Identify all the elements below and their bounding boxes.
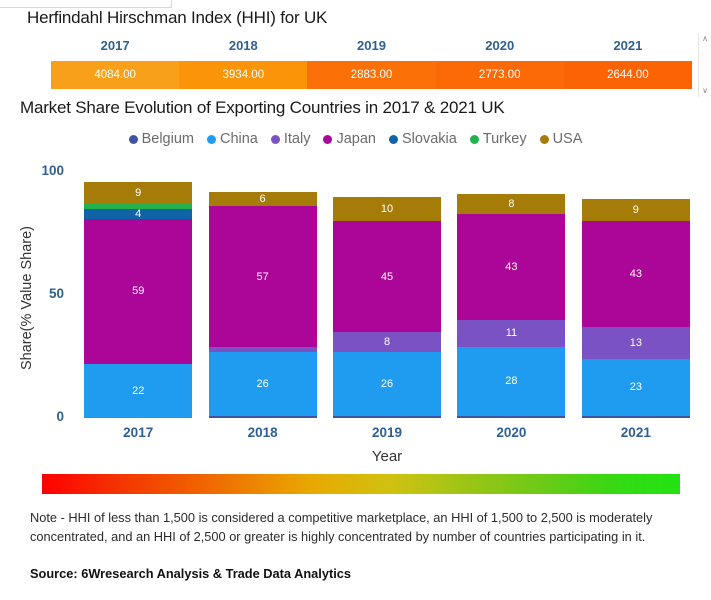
hhi-value-cell: 2773.00: [435, 61, 564, 89]
bar-segment[interactable]: 4: [84, 208, 193, 219]
x-axis-tick-label: 2017: [123, 425, 154, 440]
source-text: Source: 6Wresearch Analysis & Trade Data…: [30, 566, 352, 581]
hhi-value-cell: 3934.00: [179, 61, 308, 89]
bar-segment[interactable]: 10: [333, 196, 442, 222]
legend-item[interactable]: Italy: [270, 131, 311, 147]
hhi-value-cell: 4084.00: [51, 61, 180, 89]
bar-stack: 26 8 45 10: [333, 172, 442, 418]
bar-segment[interactable]: 9: [84, 181, 193, 205]
legend-label: Japan: [336, 131, 376, 147]
legend-marker-icon: [539, 134, 549, 144]
bar-segment[interactable]: 13: [581, 327, 690, 359]
x-axis-tick-label: 2019: [371, 425, 403, 440]
bar-segment[interactable]: [457, 415, 566, 418]
concentration-gradient-strip: [42, 474, 680, 494]
bar-segment[interactable]: 43: [581, 221, 690, 327]
bar-column[interactable]: 26 57 6 2018: [200, 172, 324, 440]
legend-marker-icon: [270, 134, 280, 144]
x-axis-tick-label: 2021: [620, 425, 651, 440]
legend-marker-icon: [128, 134, 138, 144]
bar-segment[interactable]: 23: [581, 358, 690, 416]
legend-marker-icon: [469, 134, 479, 144]
bar-segment[interactable]: 8: [333, 331, 442, 352]
x-axis-title: Year: [371, 448, 403, 465]
legend-item[interactable]: Slovakia: [388, 131, 457, 147]
y-axis-ticks: 100 50 0: [20, 160, 64, 460]
bar-segment[interactable]: 26: [333, 351, 442, 416]
bar-segment[interactable]: 9: [581, 199, 690, 222]
bar-stack: 22 59 4 9: [84, 172, 193, 418]
legend-item[interactable]: Belgium: [128, 131, 194, 147]
hhi-year-label: 2019: [357, 38, 386, 53]
legend-item[interactable]: Japan: [323, 131, 376, 147]
hhi-title: Herfindahl Hirschman Index (HHI) for UK: [27, 8, 328, 27]
legend-label: Slovakia: [401, 131, 457, 147]
hhi-value-bar: 4084.00 3934.00 2883.00 2773.00 2644.00: [51, 61, 692, 89]
legend-label: Turkey: [482, 131, 527, 147]
legend-item[interactable]: China: [206, 131, 258, 147]
hhi-year-label: 2020: [485, 38, 515, 53]
hhi-value-cell: 2883.00: [307, 61, 436, 89]
y-axis-tick-label: 0: [56, 409, 64, 424]
legend-item[interactable]: Turkey: [469, 131, 527, 147]
bar-column[interactable]: 23 13 43 9 2021: [574, 172, 698, 440]
bar-stack: 28 11 43 8: [457, 172, 566, 418]
legend-label: USA: [552, 131, 583, 147]
scroll-down-icon[interactable]: ∨: [702, 86, 708, 95]
scroll-up-icon[interactable]: ∧: [702, 34, 708, 43]
bar-segment[interactable]: [208, 346, 317, 352]
bar-segment[interactable]: [333, 415, 442, 418]
legend-marker-icon: [323, 134, 333, 144]
x-axis-tick-label: 2018: [247, 425, 278, 440]
hhi-year-label: 2018: [228, 38, 258, 53]
y-axis-tick-label: 50: [48, 286, 64, 301]
chart-plot-area: Share(% Value Share) 100 50 0 22 59 4 9 2017 26…: [0, 160, 711, 465]
bar-segment[interactable]: 11: [457, 319, 566, 347]
note-text: Note - HHI of less than 1,500 is conside…: [30, 510, 653, 544]
bar-column[interactable]: 26 8 45 10 2019: [325, 172, 449, 440]
bar-segment[interactable]: 26: [208, 351, 317, 416]
hhi-year-label: 2017: [100, 38, 130, 53]
hhi-value-cell: 2644.00: [563, 61, 692, 89]
y-axis-tick-label: 100: [41, 163, 64, 178]
chart-legend: Belgium China Italy Japan Slovakia Turkey USA: [0, 131, 711, 147]
legend-label: Belgium: [141, 131, 194, 147]
legend-label: China: [219, 131, 258, 147]
vertical-scrollbar[interactable]: ∧ ∨: [698, 33, 711, 97]
bar-segment[interactable]: 59: [84, 218, 193, 364]
chart-title: Market Share Evolution of Exporting Coun…: [20, 98, 505, 117]
legend-label: Italy: [283, 131, 311, 147]
stacked-bars: 22 59 4 9 2017 26 57 6 2018 26 8 45 10 2019 28 11 43 8 202…: [76, 172, 698, 440]
bar-segment[interactable]: 28: [457, 346, 566, 416]
bar-segment[interactable]: [84, 204, 193, 209]
bar-stack: 26 57 6: [208, 172, 317, 418]
legend-marker-icon: [388, 134, 398, 144]
legend-marker-icon: [206, 134, 216, 144]
window-chrome-fragment: [0, 0, 172, 8]
bar-segment[interactable]: 6: [208, 191, 317, 207]
bar-column[interactable]: 22 59 4 9 2017: [76, 172, 200, 440]
hhi-year-label: 2021: [613, 38, 643, 53]
bar-segment[interactable]: 22: [84, 363, 193, 418]
hhi-year-header: 2017 2018 2019 2020 2021: [51, 38, 692, 53]
bar-column[interactable]: 28 11 43 8 2020: [449, 172, 573, 440]
bar-segment[interactable]: 8: [457, 194, 566, 214]
bar-segment[interactable]: [208, 415, 317, 418]
bar-segment[interactable]: 57: [208, 206, 317, 347]
x-axis-tick-label: 2020: [496, 425, 527, 440]
bar-segment[interactable]: 43: [457, 213, 566, 320]
bar-segment[interactable]: [581, 415, 690, 418]
legend-item[interactable]: USA: [539, 131, 583, 147]
bar-segment[interactable]: 45: [333, 221, 442, 332]
bar-stack: 23 13 43 9: [581, 172, 690, 418]
